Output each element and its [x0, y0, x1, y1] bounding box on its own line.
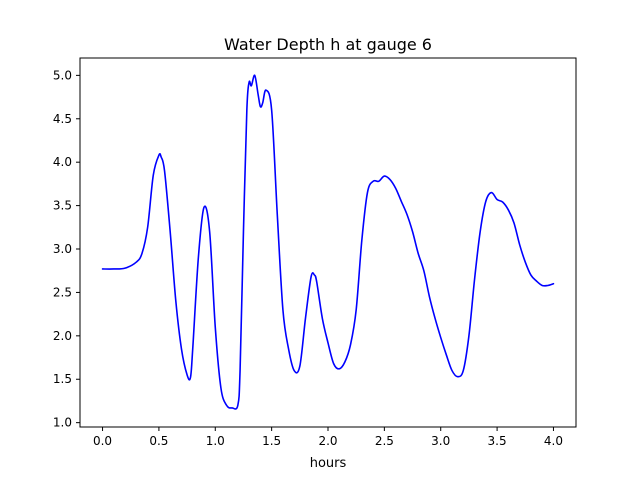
x-tick-label: 0.5: [149, 434, 168, 448]
y-tick-label: 3.0: [53, 242, 72, 256]
x-tick-label: 1.5: [262, 434, 281, 448]
x-tick-label: 2.0: [318, 434, 337, 448]
chart-title: Water Depth h at gauge 6: [224, 35, 432, 54]
y-tick-label: 1.5: [53, 372, 72, 386]
x-tick-label: 2.5: [375, 434, 394, 448]
x-tick-label: 3.5: [488, 434, 507, 448]
x-tick-label: 0.0: [93, 434, 112, 448]
x-axis-label: hours: [310, 456, 347, 471]
series-line-0: [101, 74, 555, 410]
x-tick-label: 1.0: [206, 434, 225, 448]
plot-area: 0.0 0.5 1.0 1.5 2.0 2.5 3.0 3.5 4.0 1.0 1.5 2.0 2.5 3…: [53, 57, 577, 448]
y-tick-label: 4.5: [53, 112, 72, 126]
y-tick-label: 5.0: [53, 68, 72, 82]
y-tick-label: 2.5: [53, 285, 72, 299]
x-tick-label: 4.0: [544, 434, 563, 448]
y-tick-label: 1.0: [53, 416, 72, 430]
y-tick-label: 4.0: [53, 155, 72, 169]
x-tick-label: 3.0: [431, 434, 450, 448]
y-tick-label: 3.5: [53, 199, 72, 213]
y-tick-label: 2.0: [53, 329, 72, 343]
